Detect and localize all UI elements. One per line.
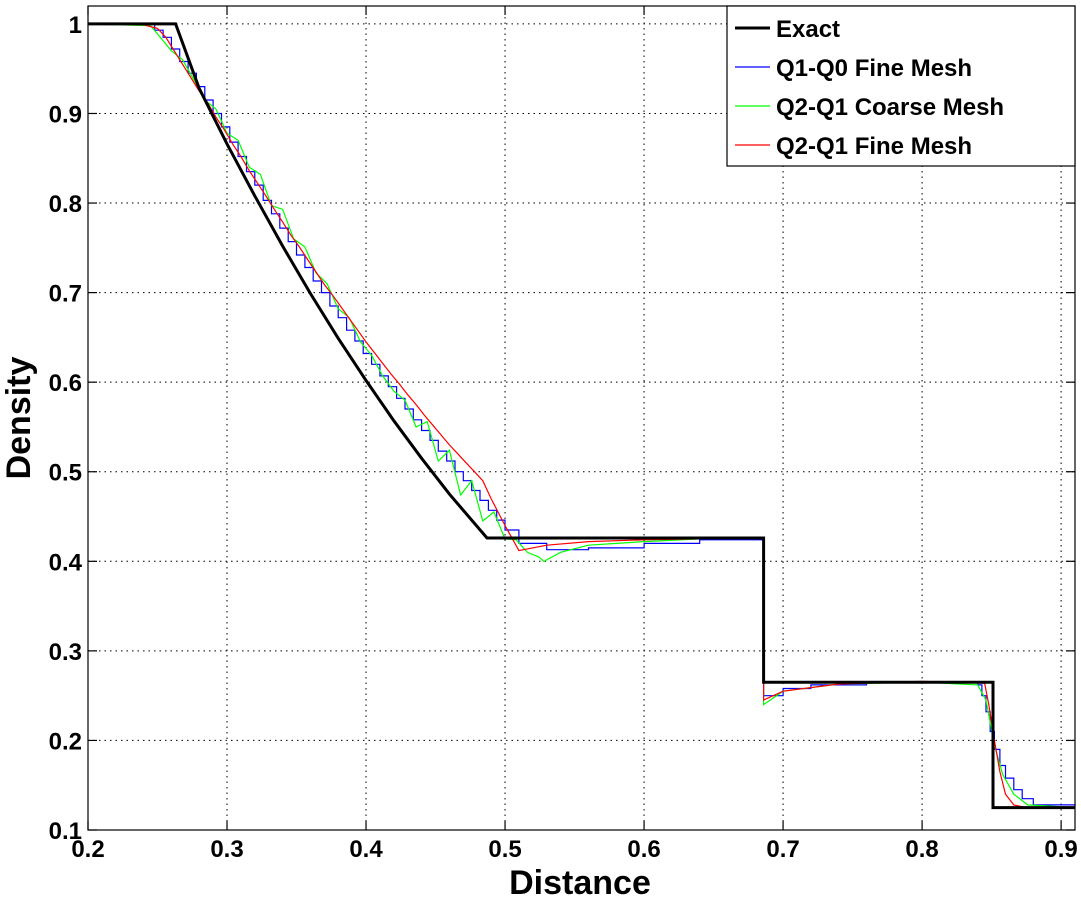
y-tick-label: 0.7	[49, 281, 82, 308]
plot-frame	[87, 5, 1076, 831]
y-tick-label: 1	[69, 12, 82, 39]
legend-label-q1-q0-fine-mesh: Q1-Q0 Fine Mesh	[776, 55, 972, 82]
y-tick-label: 0.2	[49, 728, 82, 755]
y-tick-label: 0.6	[49, 370, 82, 397]
x-tick-label: 0.3	[210, 836, 243, 863]
y-tick-label: 0.4	[49, 549, 83, 576]
y-tick-label: 0.5	[49, 460, 82, 487]
legend-box	[726, 5, 1076, 167]
x-tick-label: 0.4	[349, 836, 383, 863]
x-tick-label: 0.9	[1044, 836, 1077, 863]
y-tick-label: 0.8	[49, 191, 82, 218]
legend-label-exact: Exact	[776, 16, 840, 43]
y-tick-label: 0.1	[49, 818, 82, 845]
series-line-exact	[88, 22, 1075, 810]
x-tick-label: 0.6	[627, 836, 660, 863]
x-axis-label: Distance	[509, 864, 651, 897]
y-axis-label: Density	[0, 357, 38, 480]
x-tick-label: 0.8	[905, 836, 938, 863]
y-tick-label: 0.3	[49, 639, 82, 666]
legend-label-q2-q1-coarse-mesh: Q2-Q1 Coarse Mesh	[776, 94, 1004, 121]
y-tick-label: 0.9	[49, 101, 82, 128]
x-tick-label: 0.5	[488, 836, 521, 863]
x-tick-label: 0.7	[766, 836, 799, 863]
axis-ticks: 0.2 0.3 0.4 0.5 0.6 0.7 0.8 0.90.10.20.30.40.50…	[49, 6, 1078, 863]
legend: Exact Q1-Q0 Fine Mesh Q2-Q1 Coarse Mesh Q2-…	[726, 5, 1076, 167]
series-line-q2-q1-fine-mesh	[87, 23, 1075, 809]
series-lines	[87, 22, 1076, 810]
legend-label-q2-q1-fine-mesh: Q2-Q1 Fine Mesh	[776, 133, 972, 160]
x-tick-label: 0.2	[71, 836, 104, 863]
